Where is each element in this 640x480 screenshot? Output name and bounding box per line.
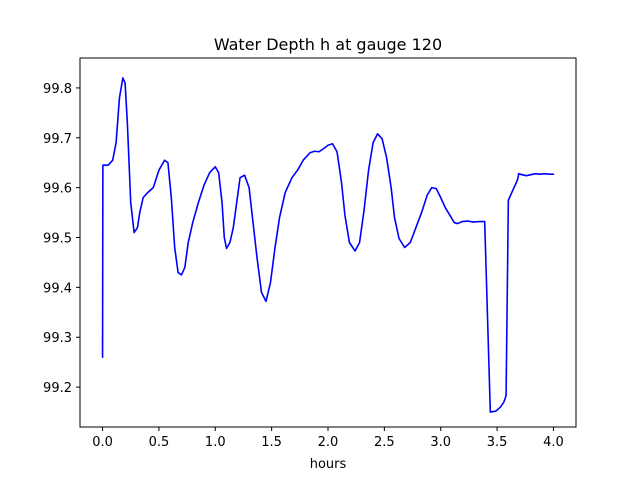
- x-tick-label: 3.0: [430, 435, 451, 450]
- y-tick-label: 99.6: [43, 182, 72, 197]
- plot-frame: [79, 57, 577, 428]
- x-tick-label: 0.0: [92, 435, 113, 450]
- series-layer: [101, 77, 555, 413]
- y-tick-label: 99.7: [43, 132, 72, 147]
- x-tick-label: 2.5: [374, 435, 395, 450]
- x-axis-label: hours: [310, 457, 347, 472]
- y-tick-label: 99.3: [43, 331, 72, 346]
- y-tick-label: 99.5: [43, 232, 72, 247]
- x-tick-label: 1.5: [261, 435, 282, 450]
- y-tick-label: 99.2: [43, 381, 72, 396]
- x-tick-label: 2.0: [318, 435, 339, 450]
- x-tick-label: 3.5: [487, 435, 508, 450]
- chart-title: Water Depth h at gauge 120: [214, 35, 442, 54]
- ticks-layer: 0.0 0.5 1.0 1.5 2.0 2.5 3.0 3.5 4.0 99.2 99.3 99.4 9…: [43, 82, 564, 450]
- y-tick-label: 99.4: [43, 281, 72, 296]
- x-tick-label: 1.0: [205, 435, 226, 450]
- x-tick-label: 4.0: [543, 435, 564, 450]
- y-tick-label: 99.8: [43, 82, 72, 97]
- x-tick-label: 0.5: [149, 435, 170, 450]
- series-line-water-depth: [101, 77, 555, 413]
